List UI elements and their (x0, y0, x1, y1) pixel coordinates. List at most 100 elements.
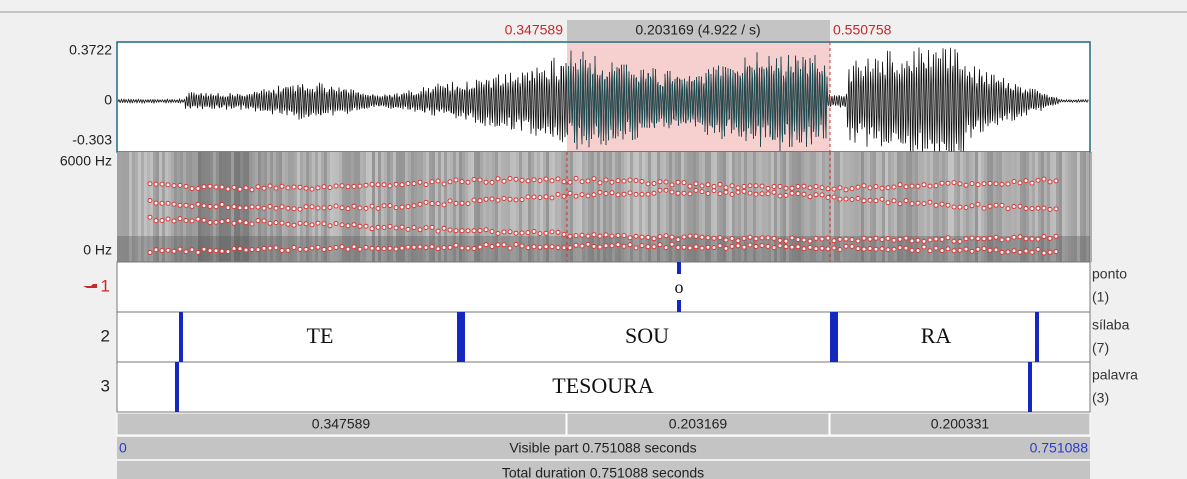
formant-point (1005, 206, 1011, 212)
formant-point (891, 237, 897, 243)
interval-label[interactable]: TESOURA (552, 373, 654, 398)
spectrogram-column (924, 152, 927, 262)
formant-point (477, 198, 483, 204)
spectrogram-column (888, 152, 891, 262)
spectrogram-column (582, 152, 585, 262)
formant-point (1041, 205, 1047, 211)
formant-point (789, 235, 795, 241)
formant-point (765, 243, 771, 249)
duration-cell[interactable] (566, 412, 830, 436)
spectrogram-column (756, 152, 759, 262)
formant-point (1017, 249, 1023, 255)
formant-point (1047, 235, 1053, 241)
formant-point (525, 178, 531, 184)
point-label[interactable]: o (675, 277, 684, 297)
spectrogram-column (570, 152, 573, 262)
formant-point (561, 231, 567, 237)
formant-point (1047, 249, 1053, 255)
spectrogram-column (654, 152, 657, 262)
formant-point (657, 187, 663, 193)
formant-point (909, 183, 915, 189)
interval-label[interactable]: SOU (625, 323, 669, 348)
formant-point (747, 190, 753, 196)
formant-point (969, 203, 975, 209)
formant-point (1029, 249, 1035, 255)
formant-point (939, 248, 945, 254)
formant-point (723, 189, 729, 195)
formant-point (297, 206, 303, 212)
total-bar[interactable] (117, 461, 1090, 479)
formant-point (669, 189, 675, 195)
formant-point (537, 244, 543, 250)
formant-point (981, 236, 987, 242)
spectrogram-column (795, 152, 798, 262)
formant-point (651, 244, 657, 250)
spectrogram-column (168, 152, 171, 262)
spectrogram-column (612, 152, 615, 262)
formant-point (231, 204, 237, 210)
spectrogram-column (432, 152, 435, 262)
formant-point (159, 218, 165, 223)
formant-point (963, 236, 969, 242)
formant-point (453, 242, 459, 248)
formant-point (777, 237, 783, 243)
spectrogram-column (684, 152, 687, 262)
spectrogram-column (1059, 152, 1062, 262)
formant-point (795, 184, 801, 189)
interval-label[interactable]: RA (921, 323, 952, 348)
formant-point (957, 239, 963, 244)
boundary (179, 312, 183, 362)
formant-point (363, 223, 369, 229)
spectrogram-column (663, 152, 666, 262)
spectrogram-column (447, 152, 450, 262)
formant-point (651, 181, 657, 186)
duration-cell[interactable] (116, 412, 567, 436)
spectrogram-column (444, 152, 447, 262)
formant-point (987, 180, 993, 186)
formant-point (915, 237, 921, 243)
waveform (117, 47, 1089, 158)
spectrogram-column (699, 152, 702, 262)
spectrogram-column (642, 152, 645, 262)
formant-point (303, 204, 309, 210)
formant-point (1023, 248, 1029, 254)
duration-cell[interactable] (829, 412, 1091, 436)
formant-point (285, 247, 291, 253)
formant-point (381, 225, 387, 230)
formant-point (177, 182, 183, 188)
formant-point (885, 235, 891, 241)
formant-point (897, 236, 903, 242)
formant-point (801, 183, 807, 189)
formant-point (813, 184, 819, 189)
interval-label[interactable]: TE (307, 323, 334, 348)
formant-point (153, 247, 159, 253)
formant-point (765, 235, 771, 241)
formant-point (213, 204, 219, 210)
formant-point (513, 176, 519, 182)
formant-point (429, 201, 435, 206)
selection-end: 0.550758 (833, 22, 892, 38)
spectrogram-column (735, 152, 738, 262)
formant-point (255, 218, 261, 223)
formant-point (921, 182, 927, 188)
boundary (457, 312, 465, 362)
formant-point (183, 249, 189, 255)
visible-bar[interactable] (117, 437, 1090, 459)
spectrogram-column (471, 152, 474, 262)
spectrogram-column (537, 152, 540, 262)
formant-point (1035, 205, 1041, 211)
formant-point (495, 242, 501, 248)
formant-point (663, 233, 669, 239)
boundary (175, 362, 179, 412)
formant-point (369, 181, 375, 187)
formant-point (171, 218, 177, 224)
spectrogram-column (174, 152, 177, 262)
formant-point (291, 206, 297, 212)
formant-point (693, 233, 699, 239)
formant-point (387, 183, 393, 189)
formant-point (147, 214, 153, 220)
formant-point (813, 235, 819, 241)
spectrogram-column (459, 152, 462, 262)
spectrogram-column (495, 152, 498, 262)
formant-point (891, 198, 897, 204)
